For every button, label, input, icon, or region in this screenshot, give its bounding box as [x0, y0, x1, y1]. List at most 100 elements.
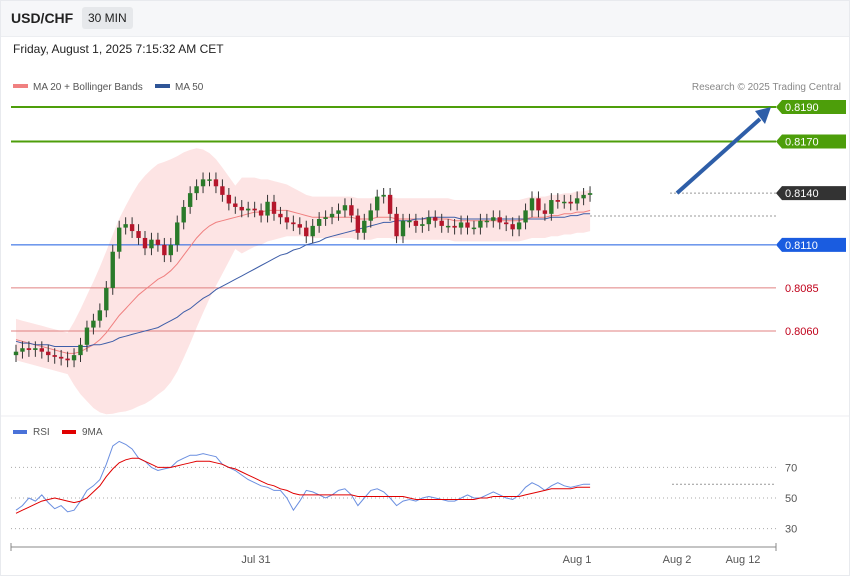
candle-body [52, 355, 57, 357]
level-tag-0.8170 [776, 134, 846, 149]
candle-body [362, 220, 367, 233]
candle-body [413, 220, 419, 226]
candle-body [574, 198, 580, 204]
candle-body [46, 351, 51, 356]
candle-body [516, 222, 522, 230]
candle-body [246, 208, 251, 211]
rsi-ma-line [15, 457, 591, 514]
ma20-legend-label: MA 20 + Bollinger Bands [33, 82, 143, 93]
candle-body [536, 198, 541, 211]
candle-body [342, 205, 348, 211]
candle-body [104, 287, 109, 311]
candle-body [323, 217, 328, 220]
rsi-tick-30: 30 [785, 524, 797, 536]
candle-body [168, 244, 173, 256]
candle-body [155, 239, 161, 245]
candle-body [439, 220, 444, 226]
rsi-plot: 70 50 30 [11, 440, 797, 536]
candle-body [478, 220, 483, 228]
candle-body [110, 251, 115, 288]
candle-body [465, 222, 470, 228]
candle-body [207, 179, 212, 181]
rsi-legend-label: RSI [33, 427, 50, 438]
candle-body [291, 222, 296, 225]
candle-body [220, 186, 225, 195]
candle-body [194, 186, 199, 194]
chart-header: USD/CHF 30 MIN [0, 0, 850, 37]
candle-body [123, 224, 128, 228]
candle-body [252, 208, 257, 211]
candle-body [407, 220, 412, 223]
forecast-arrow-head [755, 107, 771, 124]
candle-body [491, 217, 496, 221]
candle-body [91, 320, 96, 328]
candle-body [39, 348, 44, 352]
candle-body [278, 213, 283, 218]
forecast-arrow-line [675, 117, 762, 195]
candle-body [84, 327, 90, 345]
candle-body [458, 222, 464, 228]
candle-body [568, 201, 573, 204]
candle-body [297, 224, 302, 228]
candle-body [426, 217, 431, 225]
candle-body [149, 239, 154, 249]
candle-body [65, 358, 70, 361]
level-label-0.8085: 0.8085 [785, 283, 819, 295]
ma20-legend-swatch [13, 84, 28, 88]
candle-body [484, 220, 490, 223]
candle-body [136, 231, 141, 238]
candle-body [226, 194, 232, 204]
candle-body [445, 225, 451, 228]
candle-body [329, 213, 335, 218]
level-label-0.8060: 0.8060 [785, 326, 819, 338]
candle-body [555, 200, 560, 202]
candle-body [304, 227, 309, 237]
bollinger-band [16, 148, 591, 415]
price-legend: MA 20 + Bollinger Bands MA 50 [13, 82, 204, 93]
candle-body [471, 227, 477, 230]
x-tick-2: Aug 2 [663, 554, 692, 566]
candle-body [181, 206, 186, 223]
candle-body [349, 205, 354, 216]
level-tag-0.8110 [776, 237, 846, 252]
candle-body [433, 217, 438, 221]
candle-body [549, 200, 554, 214]
candle-body [452, 225, 457, 228]
rsi-legend-swatch [13, 430, 27, 434]
candle-body [187, 193, 193, 207]
candle-body [381, 194, 386, 197]
candle-body [129, 224, 135, 232]
candle-body [58, 356, 64, 359]
level-tag-0.8190 [776, 100, 846, 114]
candle-body [162, 244, 167, 256]
candle-body [581, 194, 586, 199]
credit-text: Research © 2025 Trading Central [692, 82, 841, 93]
candle-body [387, 194, 393, 214]
timeframe-button[interactable]: 30 MIN [82, 7, 133, 29]
candle-body [284, 217, 290, 223]
candle-body [20, 348, 25, 352]
candle-body [71, 355, 77, 361]
candle-body [271, 201, 277, 214]
candle-body [265, 201, 270, 216]
candle-body [258, 210, 264, 216]
level-label-0.8170: 0.8170 [785, 136, 819, 148]
rsi-tick-70: 70 [785, 462, 797, 474]
candle-body [523, 210, 528, 223]
candle-body [142, 237, 148, 249]
candle-body [510, 224, 515, 230]
candle-body [587, 193, 593, 195]
x-tick-3: Aug 12 [726, 554, 761, 566]
candle-body [200, 179, 206, 187]
candle-body [78, 344, 83, 356]
chart-datetime: Friday, August 1, 2025 7:15:32 AM CET [13, 42, 224, 56]
ma50-legend-label: MA 50 [175, 82, 204, 93]
candle-body [420, 224, 425, 226]
candle-body [33, 348, 38, 350]
candle-body [310, 225, 315, 237]
candle-body [400, 220, 406, 237]
level-label-0.8190: 0.8190 [785, 102, 819, 114]
ma50-legend-swatch [155, 84, 170, 88]
level-label-0.8140: 0.8140 [785, 188, 819, 200]
